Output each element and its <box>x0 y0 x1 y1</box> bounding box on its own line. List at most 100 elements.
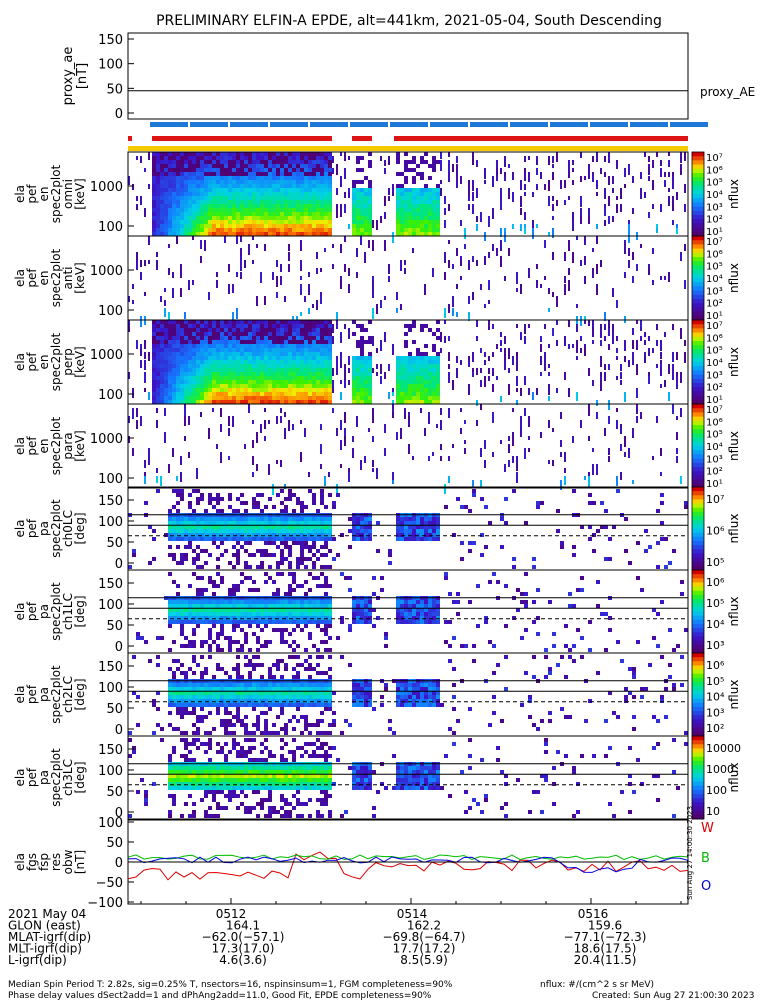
pixel <box>160 176 164 180</box>
pixel <box>476 400 478 406</box>
pixel <box>424 204 428 208</box>
pixel <box>348 156 350 160</box>
pixel <box>220 576 224 580</box>
pixel <box>420 408 422 413</box>
pixel <box>296 164 300 168</box>
pixel <box>204 220 208 224</box>
pixel <box>196 196 200 200</box>
pixel <box>216 376 220 380</box>
pixel <box>192 332 196 336</box>
pixel <box>160 224 164 228</box>
pixel <box>272 484 274 495</box>
pixel <box>180 368 184 372</box>
pixel <box>448 260 450 268</box>
pixel <box>180 264 182 270</box>
pixel <box>196 380 200 384</box>
pixel <box>296 376 300 380</box>
pixel <box>516 588 520 592</box>
pixel <box>232 640 236 644</box>
pixel <box>260 188 264 192</box>
pixel <box>368 533 372 537</box>
pixel <box>304 336 308 340</box>
pixel <box>220 156 224 160</box>
pixel <box>196 160 200 164</box>
pixel <box>212 360 216 364</box>
pixel <box>184 372 188 376</box>
pixel <box>328 612 332 616</box>
pixel <box>244 348 248 352</box>
pixel <box>248 384 252 388</box>
pixel <box>220 168 224 172</box>
pixel <box>528 436 530 440</box>
pixel <box>584 316 586 320</box>
pixel <box>240 192 244 196</box>
pixel <box>224 176 228 180</box>
pixel <box>304 612 308 616</box>
pixel <box>328 196 332 200</box>
pixel <box>324 517 328 521</box>
pixel <box>324 600 328 604</box>
pixel <box>152 392 156 396</box>
pixel <box>196 703 200 707</box>
pixel <box>248 376 252 380</box>
pixel <box>396 196 400 200</box>
pixel <box>632 276 634 283</box>
pixel <box>428 416 430 424</box>
pixel <box>240 648 244 652</box>
pixel <box>272 352 276 356</box>
pixel <box>264 172 268 176</box>
pixel <box>308 212 312 216</box>
pixel <box>228 228 232 232</box>
pixel <box>468 360 470 367</box>
pixel <box>192 320 196 324</box>
pixel <box>248 328 252 332</box>
pixel <box>636 340 638 350</box>
pixel <box>228 505 232 509</box>
pixel <box>240 204 244 208</box>
pixel <box>228 368 232 372</box>
pixel <box>184 388 188 392</box>
pixel <box>436 396 440 400</box>
pixel <box>204 616 208 620</box>
pixel <box>236 340 240 344</box>
pixel <box>184 340 188 344</box>
pixel <box>156 252 158 257</box>
pixel <box>300 608 304 612</box>
pixel <box>256 180 260 184</box>
pixel <box>196 176 200 180</box>
pixel <box>368 368 372 372</box>
pixel <box>232 667 236 671</box>
pixel <box>172 557 176 561</box>
pixel <box>288 168 292 172</box>
pixel <box>324 476 326 486</box>
pixel <box>256 208 260 212</box>
pixel <box>296 204 300 208</box>
pixel <box>212 320 216 324</box>
pixel <box>256 172 260 176</box>
pixel <box>296 517 300 521</box>
pixel <box>296 608 300 612</box>
pixel <box>164 192 168 196</box>
pixel <box>192 644 196 648</box>
pixel <box>672 404 674 414</box>
pixel <box>420 200 424 204</box>
pixel <box>244 723 248 727</box>
pixel <box>360 517 364 521</box>
pixel <box>324 608 328 612</box>
pixel <box>408 364 412 368</box>
pixel <box>280 636 284 640</box>
pixel <box>608 152 610 163</box>
pixel <box>252 392 256 396</box>
pixel <box>316 324 320 328</box>
pixel <box>500 200 502 210</box>
pixel <box>372 576 376 580</box>
pixel <box>288 380 292 384</box>
pixel <box>292 232 296 236</box>
pixel <box>160 348 164 352</box>
pixel <box>212 604 216 608</box>
pixel <box>168 687 172 691</box>
pixel <box>276 276 278 287</box>
pixel <box>532 192 534 197</box>
pixel <box>180 612 184 616</box>
pixel <box>404 376 408 380</box>
